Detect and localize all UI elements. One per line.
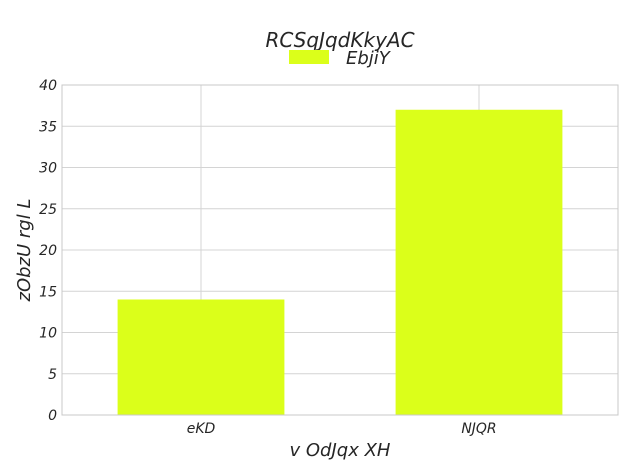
x-axis-ticks: eKD NJQR (187, 421, 497, 437)
y-tick-label: 35 (39, 119, 57, 135)
y-tick-label: 5 (48, 367, 57, 383)
bar-njqr (395, 109, 563, 415)
legend-label: EbjiY (346, 48, 392, 69)
y-tick-label: 10 (39, 326, 57, 342)
x-axis-label: v OdJqx XH (290, 440, 391, 461)
y-tick-label: 40 (39, 78, 57, 94)
y-tick-label: 20 (39, 243, 57, 259)
x-tick-label: NJQR (461, 421, 496, 437)
y-axis-ticks: 0 5 10 15 20 25 30 35 40 (39, 78, 57, 424)
y-tick-label: 30 (39, 161, 57, 177)
y-axis-label: zObzU rgl L (14, 199, 35, 303)
y-tick-label: 0 (48, 408, 57, 424)
legend: EbjiY (289, 48, 392, 69)
x-tick-label: eKD (187, 421, 216, 437)
legend-swatch (289, 50, 329, 64)
plot-frame (61, 84, 619, 416)
chart-title: RCSqJqdKkyAC (265, 28, 414, 52)
bar-ekd (117, 299, 285, 415)
bars (117, 109, 563, 415)
y-tick-label: 15 (39, 284, 57, 300)
y-tick-label: 25 (39, 202, 57, 218)
